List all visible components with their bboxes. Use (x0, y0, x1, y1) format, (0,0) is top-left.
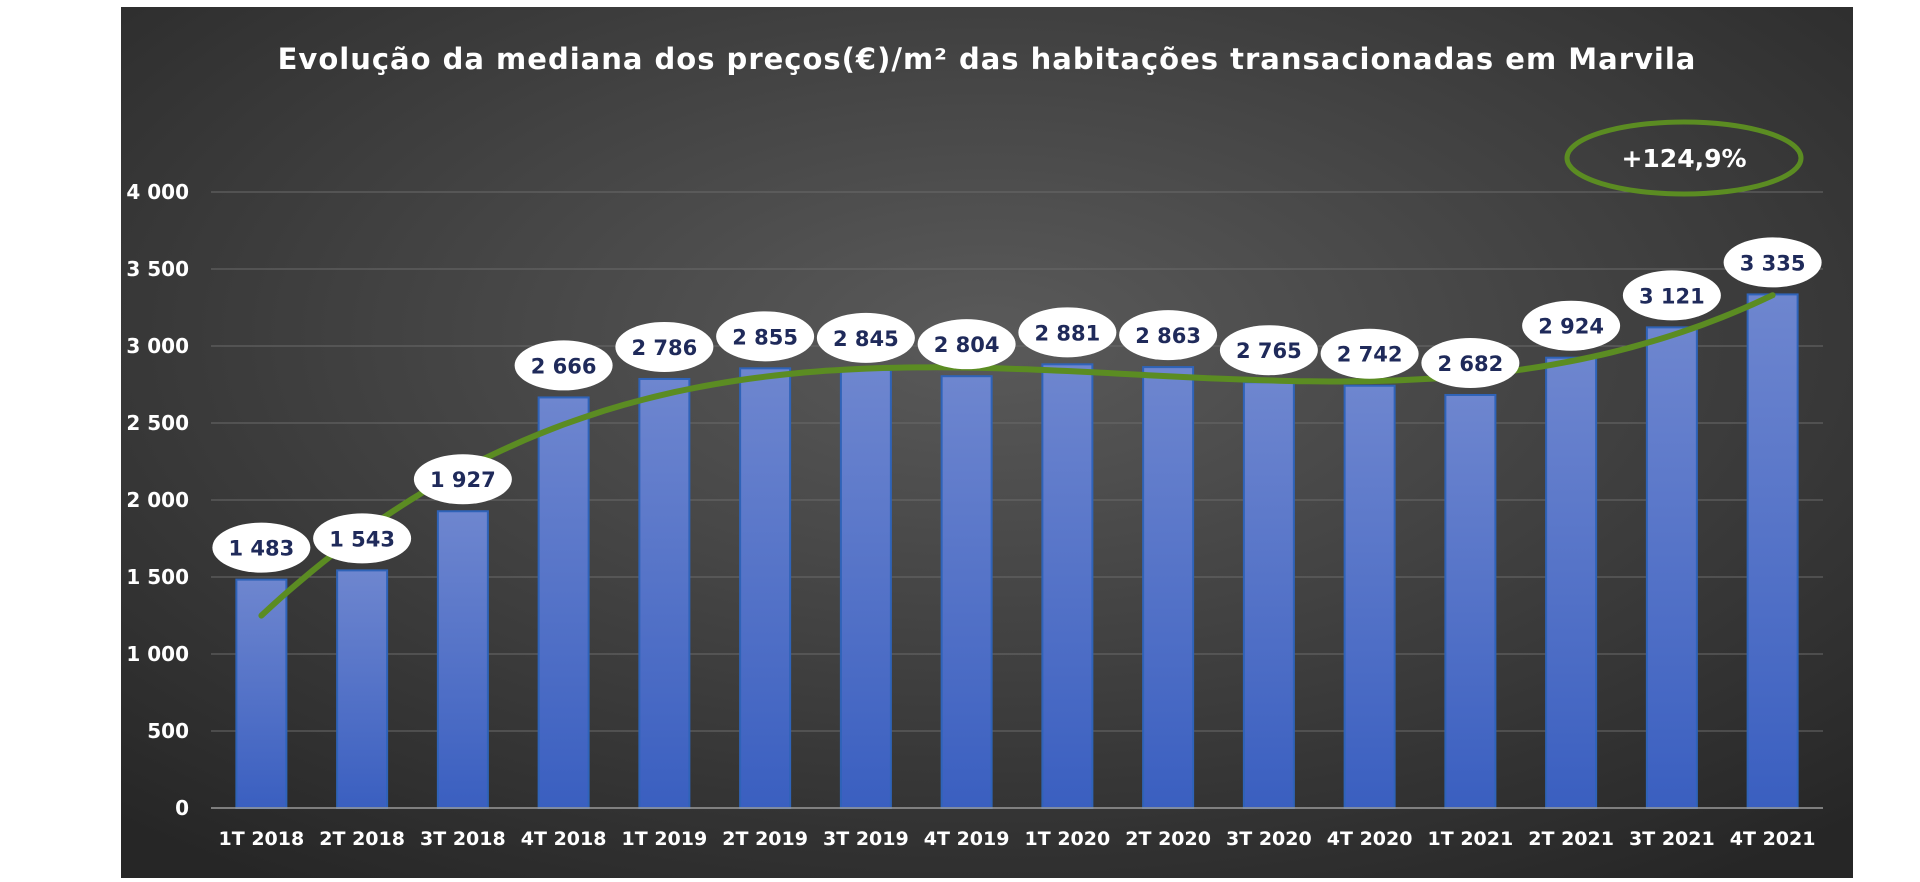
data-label-bubble (212, 522, 311, 573)
data-label-text: 2 804 (934, 333, 1000, 357)
x-tick-label: 1T 2019 (622, 828, 708, 850)
bar (739, 367, 792, 809)
y-tick-label: 500 (147, 719, 189, 743)
data-label-text: 2 863 (1135, 324, 1201, 348)
x-tick-label: 1T 2018 (219, 828, 305, 850)
data-label-bubble (1219, 325, 1318, 376)
data-label-bubble (1421, 337, 1520, 388)
data-label-bubble (514, 340, 613, 391)
data-labels: 1 483 1 543 1 927 2 666 2 786 2 855 2 845 2 804… (212, 237, 1822, 573)
bar (1343, 384, 1396, 809)
data-label-bubble (1320, 328, 1419, 379)
data-label-bubble (413, 454, 512, 505)
data-label: 2 863 (1119, 310, 1218, 361)
data-label-bubble (615, 321, 714, 372)
data-label-text: 2 682 (1437, 352, 1503, 376)
data-label: 2 765 (1219, 325, 1318, 376)
data-label: 3 121 (1622, 270, 1721, 321)
bar-chart: Evolução da mediana dos preços(€)/m² das… (121, 7, 1853, 878)
bar (336, 569, 389, 809)
data-label: 2 845 (816, 312, 915, 363)
data-label: 1 543 (313, 513, 412, 564)
x-tick-label: 2T 2019 (722, 828, 808, 850)
data-label-bubble (313, 513, 412, 564)
x-axis-ticks: 1T 2018 2T 2018 3T 2018 4T 2018 1T 2019 2T 20… (219, 828, 1816, 850)
bar (537, 396, 590, 809)
x-tick-label: 4T 2020 (1327, 828, 1413, 850)
x-tick-label: 1T 2021 (1428, 828, 1514, 850)
data-label-text: 2 855 (732, 325, 798, 349)
x-tick-label: 2T 2021 (1528, 828, 1614, 850)
data-label-text: 2 924 (1538, 315, 1604, 339)
x-tick-label: 3T 2018 (420, 828, 506, 850)
data-label-bubble (917, 319, 1016, 370)
bar (638, 377, 691, 809)
trend-line (258, 292, 1776, 619)
chart-title: Evolução da mediana dos preços(€)/m² das… (278, 42, 1697, 76)
bar (436, 510, 489, 809)
chart-panel: Evolução da mediana dos preços(€)/m² das… (121, 7, 1853, 878)
y-tick-label: 1 000 (126, 642, 189, 666)
growth-annotation-text: +124,9% (1621, 144, 1746, 173)
growth-annotation-ellipse (1564, 119, 1804, 197)
y-tick-label: 3 500 (126, 257, 189, 281)
y-tick-label: 0 (175, 796, 189, 820)
bar (1746, 293, 1799, 810)
data-label: 1 483 (212, 522, 311, 573)
data-label-text: 1 543 (329, 527, 395, 551)
data-label: 2 682 (1421, 337, 1520, 388)
x-tick-label: 4T 2018 (521, 828, 607, 850)
data-label-bubble (816, 312, 915, 363)
x-tick-label: 2T 2018 (319, 828, 405, 850)
y-axis-ticks: 0 500 1 000 1 500 2 000 2 500 3 000 3 500 4 000 (126, 180, 189, 820)
data-label-text: 2 666 (531, 354, 597, 378)
bar (1545, 356, 1598, 809)
bar (1444, 393, 1497, 809)
data-label: 2 742 (1320, 328, 1419, 379)
y-tick-label: 3 000 (126, 334, 189, 358)
bar (1242, 381, 1295, 809)
x-tick-label: 3T 2021 (1629, 828, 1715, 850)
data-label-bubble (1018, 307, 1117, 358)
x-tick-label: 3T 2019 (823, 828, 909, 850)
data-label: 2 855 (716, 311, 815, 362)
data-label-text: 3 121 (1639, 284, 1705, 308)
bar (839, 368, 892, 809)
x-tick-label: 4T 2019 (924, 828, 1010, 850)
data-label: 2 786 (615, 321, 714, 372)
bar (1645, 326, 1698, 809)
x-tick-label: 1T 2020 (1025, 828, 1111, 850)
data-label: 1 927 (413, 454, 512, 505)
y-tick-label: 1 500 (126, 565, 189, 589)
data-label-text: 2 786 (631, 336, 697, 360)
data-label-text: 2 881 (1034, 321, 1100, 345)
data-label: 2 881 (1018, 307, 1117, 358)
y-tick-label: 2 500 (126, 411, 189, 435)
x-tick-label: 3T 2020 (1226, 828, 1312, 850)
data-label: 2 924 (1522, 300, 1621, 351)
y-tick-label: 4 000 (126, 180, 189, 204)
data-label-bubble (716, 311, 815, 362)
data-label-bubble (1622, 270, 1721, 321)
data-label-bubble (1119, 310, 1218, 361)
x-tick-label: 4T 2021 (1730, 828, 1816, 850)
x-tick-label: 2T 2020 (1125, 828, 1211, 850)
data-label-text: 1 927 (430, 468, 496, 492)
data-label-bubble (1522, 300, 1621, 351)
data-label-text: 2 845 (833, 327, 899, 351)
data-label: 2 666 (514, 340, 613, 391)
bar (1142, 366, 1195, 809)
data-label: 3 335 (1723, 237, 1822, 288)
data-label-text: 2 742 (1337, 343, 1403, 367)
data-label-text: 1 483 (228, 537, 294, 561)
bar (1041, 363, 1094, 809)
growth-annotation: +124,9% (1564, 119, 1804, 197)
bar (940, 375, 993, 809)
data-label-text: 3 335 (1740, 251, 1806, 275)
data-label-text: 2 765 (1236, 339, 1302, 363)
data-label: 2 804 (917, 319, 1016, 370)
data-label-bubble (1723, 237, 1822, 288)
y-tick-label: 2 000 (126, 488, 189, 512)
